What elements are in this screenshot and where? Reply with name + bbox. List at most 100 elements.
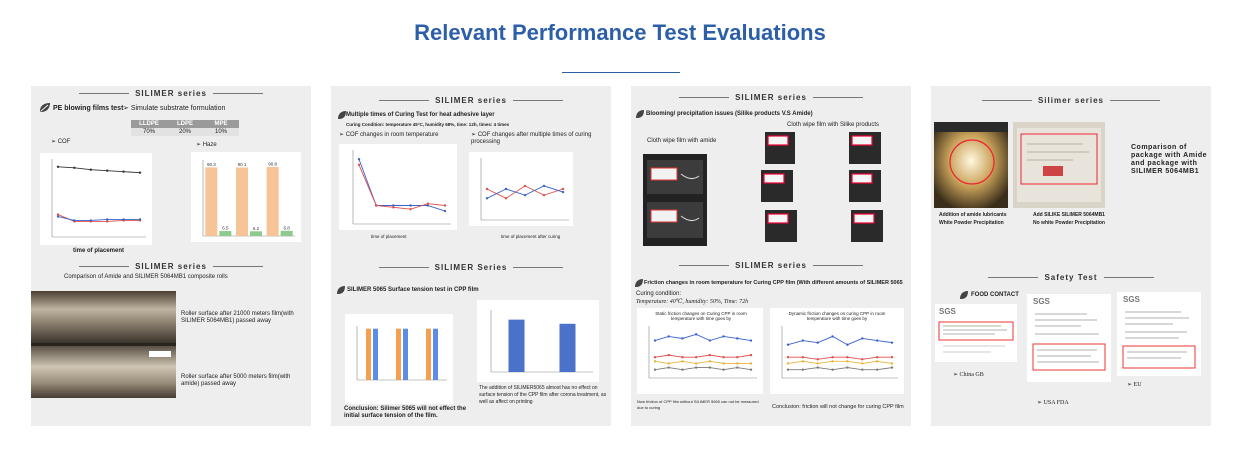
- data-point: [749, 353, 753, 357]
- series-line: [57, 214, 140, 222]
- data-point: [138, 171, 142, 174]
- data-point: [831, 360, 834, 363]
- roller-caption-amide: Roller surface after 5000 meters film(wi…: [181, 374, 291, 387]
- data-point: [523, 184, 527, 188]
- data-point: [56, 213, 60, 216]
- roller-caption-silimer: Roller surface after 21000 meters film(w…: [181, 311, 294, 324]
- data-label: 90.1: [238, 162, 247, 167]
- table-cell: 20%: [178, 129, 191, 135]
- data-point: [357, 163, 361, 166]
- page-title: Relevant Performance Test Evaluations: [414, 20, 826, 45]
- data-point: [816, 358, 819, 361]
- panel-package-safety: Silimer series Comparison of package wit…: [931, 86, 1211, 426]
- food-contact-label: FOOD CONTACT: [971, 292, 1019, 298]
- data-point: [801, 356, 805, 359]
- amide-caption-2: White Powder Precipitation: [939, 220, 1004, 226]
- data-point: [801, 368, 805, 371]
- series-line: [358, 164, 446, 210]
- data-point: [694, 356, 698, 359]
- leaf-logo-icon: [636, 110, 644, 118]
- data-point: [708, 360, 712, 363]
- section-header: SILIMER Series: [331, 263, 611, 272]
- data-point: [786, 343, 790, 346]
- data-point: [485, 187, 489, 191]
- data-point: [667, 335, 670, 338]
- static-friction-line-chart: [648, 326, 757, 379]
- cof-line-chart: [40, 153, 152, 245]
- data-point: [122, 170, 125, 173]
- package-comparison: Comparison of package with Amide and pac…: [1131, 144, 1208, 175]
- addition-text: The addition of SILIMER5065 almost has n…: [479, 385, 607, 405]
- amide-caption-1: Addition of amide lubricants: [939, 212, 1007, 218]
- bar: [366, 328, 371, 380]
- panel-curing-test: SILIMER series Multiple times of Curing …: [331, 86, 611, 426]
- silike-caption-1: Add SILIKE SILIMER 5064MB1: [1033, 212, 1105, 218]
- curing-title: Multiple times of Curing Test for heat a…: [346, 112, 495, 118]
- series-line: [486, 185, 564, 199]
- data-point: [89, 168, 92, 171]
- data-point: [653, 356, 657, 359]
- data-point: [786, 362, 790, 365]
- data-point: [89, 219, 92, 222]
- amide-cloth-photo: [643, 154, 707, 246]
- data-label: 6.5: [222, 226, 229, 231]
- data-point: [846, 360, 849, 363]
- simulate-label: ➢ Simulate substrate formulation: [123, 105, 226, 112]
- data-point: [846, 356, 849, 359]
- cof-xlabel: time of placement: [73, 248, 125, 254]
- data-point: [861, 362, 864, 365]
- data-point: [667, 362, 670, 365]
- data-point: [831, 356, 834, 359]
- cof-room-label: ➢ COF changes in room temperature: [339, 132, 439, 138]
- cof-label: ➢ COF: [51, 139, 71, 145]
- bar: [219, 231, 232, 236]
- panel-pe-blowing-films: SILIMER series PE blowing films test ➢ S…: [31, 86, 311, 426]
- series-line: [358, 159, 446, 212]
- series-line: [788, 356, 892, 360]
- data-point: [106, 220, 109, 223]
- leaf-logo-icon: [337, 286, 345, 294]
- cloth-amide-label: Cloth wipe film with amide: [647, 138, 717, 144]
- bar: [373, 328, 378, 380]
- silike-cloth-photo-2: [849, 132, 883, 242]
- bar: [205, 167, 218, 236]
- data-point: [831, 368, 834, 371]
- data-point: [681, 337, 684, 340]
- section-header: Silimer series: [931, 96, 1211, 105]
- series-line: [788, 367, 893, 371]
- series-line: [654, 354, 752, 358]
- leaf-logo-icon: [960, 291, 968, 299]
- roller-photo: [31, 291, 176, 398]
- table-cell: 70%: [142, 129, 155, 135]
- china-gb-label: ➢ China GB: [953, 372, 984, 378]
- cloth-silike-label: Cloth wipe film with Silike products: [787, 122, 880, 128]
- static-friction-panel: Static friction changes on Curing CPP in…: [637, 308, 763, 394]
- data-point: [375, 204, 378, 207]
- surface-title: SILIMER 5065 Surface tension test in CPP…: [347, 287, 479, 293]
- data-point: [443, 209, 447, 213]
- data-point: [890, 341, 894, 344]
- data-point: [861, 337, 864, 340]
- data-point: [122, 218, 125, 221]
- surface-conclusion: Conclusion: Silimer 5065 will not effect…: [344, 406, 467, 419]
- data-point: [708, 339, 712, 342]
- data-point: [846, 366, 849, 369]
- data-point: [504, 197, 508, 200]
- data-point: [485, 197, 489, 200]
- data-point: [73, 219, 76, 222]
- data-point: [749, 368, 753, 371]
- data-point: [816, 366, 819, 369]
- data-point: [722, 368, 725, 371]
- dynamic-friction-title: Dynamic friction changes on curing CPP i…: [788, 311, 886, 321]
- data-point: [831, 335, 834, 338]
- data-point: [749, 362, 753, 365]
- bar: [508, 319, 525, 372]
- usa-fda-label: ➢ USA FDA: [1037, 400, 1069, 406]
- table-header: LDPE: [176, 121, 193, 127]
- data-point: [816, 341, 819, 344]
- bar: [280, 230, 293, 236]
- sgs-eu-certificate: SGS: [1117, 292, 1201, 376]
- data-point: [708, 353, 712, 357]
- bar: [426, 328, 431, 380]
- table-header: LLDPE: [139, 121, 159, 127]
